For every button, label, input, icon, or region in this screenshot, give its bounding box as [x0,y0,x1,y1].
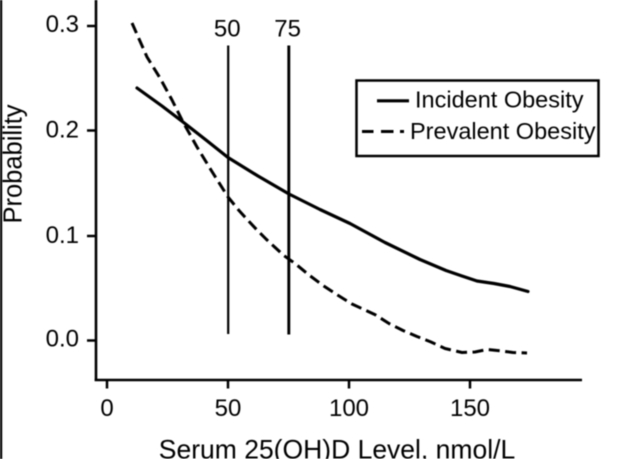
svg-text:Prevalent Obesity: Prevalent Obesity [410,118,596,144]
svg-text:0.3: 0.3 [46,11,79,38]
svg-text:Probability: Probability [0,104,28,223]
svg-text:100: 100 [329,395,369,422]
svg-text:0.1: 0.1 [46,222,79,249]
svg-text:50: 50 [215,395,242,422]
svg-text:75: 75 [274,16,301,43]
svg-text:0.0: 0.0 [46,326,79,353]
svg-text:150: 150 [450,395,490,422]
svg-text:0: 0 [100,395,113,422]
svg-text:0.2: 0.2 [46,117,79,144]
svg-text:50: 50 [214,16,241,43]
svg-text:Serum 25(OH)D Level, nmol/L: Serum 25(OH)D Level, nmol/L [159,435,515,459]
svg-text:Incident Obesity: Incident Obesity [415,86,584,112]
